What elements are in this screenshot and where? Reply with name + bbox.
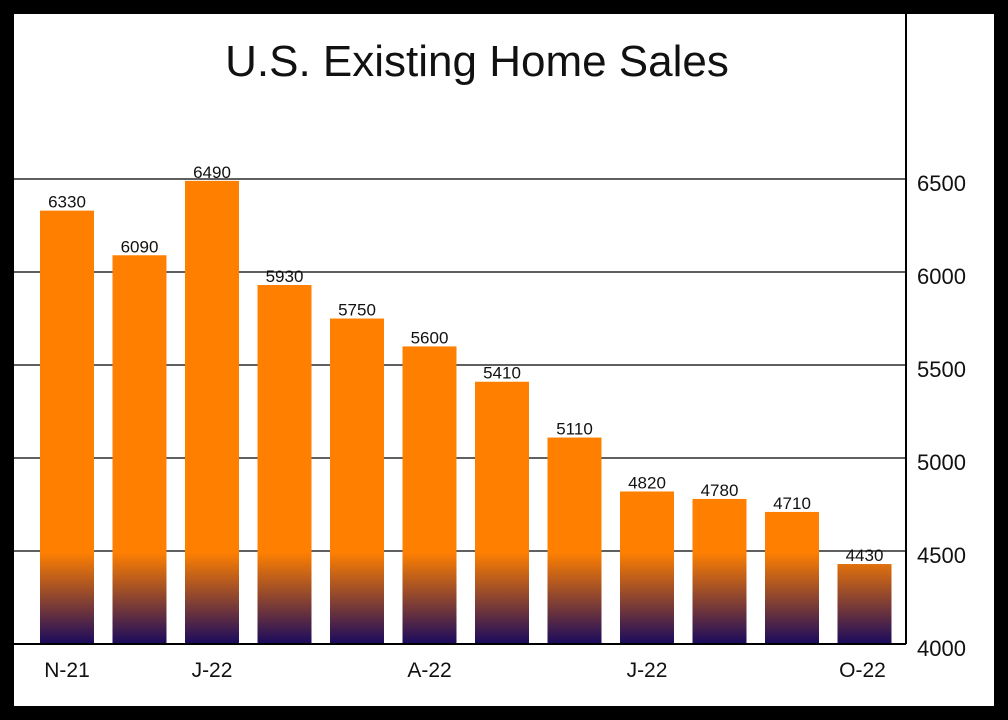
- data-label-1: 6330: [48, 193, 86, 212]
- bar-2: [112, 255, 167, 644]
- data-label-5: 5750: [338, 301, 376, 320]
- data-label-11: 4710: [773, 494, 811, 513]
- bar-4: [257, 285, 312, 644]
- bar-chart: U.S. Existing Home Sales 6330 6090 6490 593…: [14, 14, 966, 682]
- bar-9: [620, 491, 674, 644]
- data-label-8: 5110: [556, 420, 593, 439]
- data-label-9: 4820: [628, 473, 666, 492]
- bar-6: [402, 346, 457, 644]
- x-tick-label-12: O-22: [839, 659, 886, 682]
- chart-title: U.S. Existing Home Sales: [225, 37, 729, 86]
- data-label-6: 5600: [411, 328, 449, 347]
- y-tick-label-5500: 5500: [917, 357, 966, 382]
- x-tick-label-1: N-21: [44, 659, 90, 682]
- y-tick-label-5000: 5000: [917, 450, 966, 475]
- x-tick-labels: N-21 J-22 A-22 J-22 O-22: [44, 659, 886, 682]
- x-tick-label-9: J-22: [627, 659, 668, 682]
- y-tick-label-4500: 4500: [917, 543, 966, 568]
- bar-8: [547, 437, 602, 644]
- bar-10: [692, 498, 747, 644]
- bar-7: [475, 381, 529, 644]
- data-label-7: 5410: [483, 364, 521, 383]
- data-label-3: 6490: [193, 163, 231, 182]
- data-labels: 6330 6090 6490 5930 5750 5600 5410 5110 4820 4780…: [48, 163, 883, 565]
- bar-3: [185, 180, 239, 645]
- x-tick-label-6: A-22: [407, 659, 451, 682]
- y-tick-label-6000: 6000: [917, 264, 966, 289]
- data-label-2: 6090: [121, 237, 159, 256]
- data-label-10: 4780: [701, 481, 739, 500]
- chart-frame: U.S. Existing Home Sales 6330 6090 6490 593…: [14, 14, 994, 706]
- x-tick-label-3: J-22: [192, 659, 233, 682]
- bar-12: [837, 564, 892, 644]
- bar-5: [330, 318, 384, 644]
- bar-1: [40, 210, 94, 644]
- data-label-12: 4430: [846, 546, 884, 565]
- y-tick-labels: 4000 4500 5000 5500 6000 6500: [917, 171, 966, 661]
- bar-11: [765, 511, 819, 644]
- y-tick-label-6500: 6500: [917, 171, 966, 196]
- data-label-4: 5930: [266, 267, 304, 286]
- y-tick-label-4000: 4000: [917, 636, 966, 661]
- bars: [40, 180, 892, 645]
